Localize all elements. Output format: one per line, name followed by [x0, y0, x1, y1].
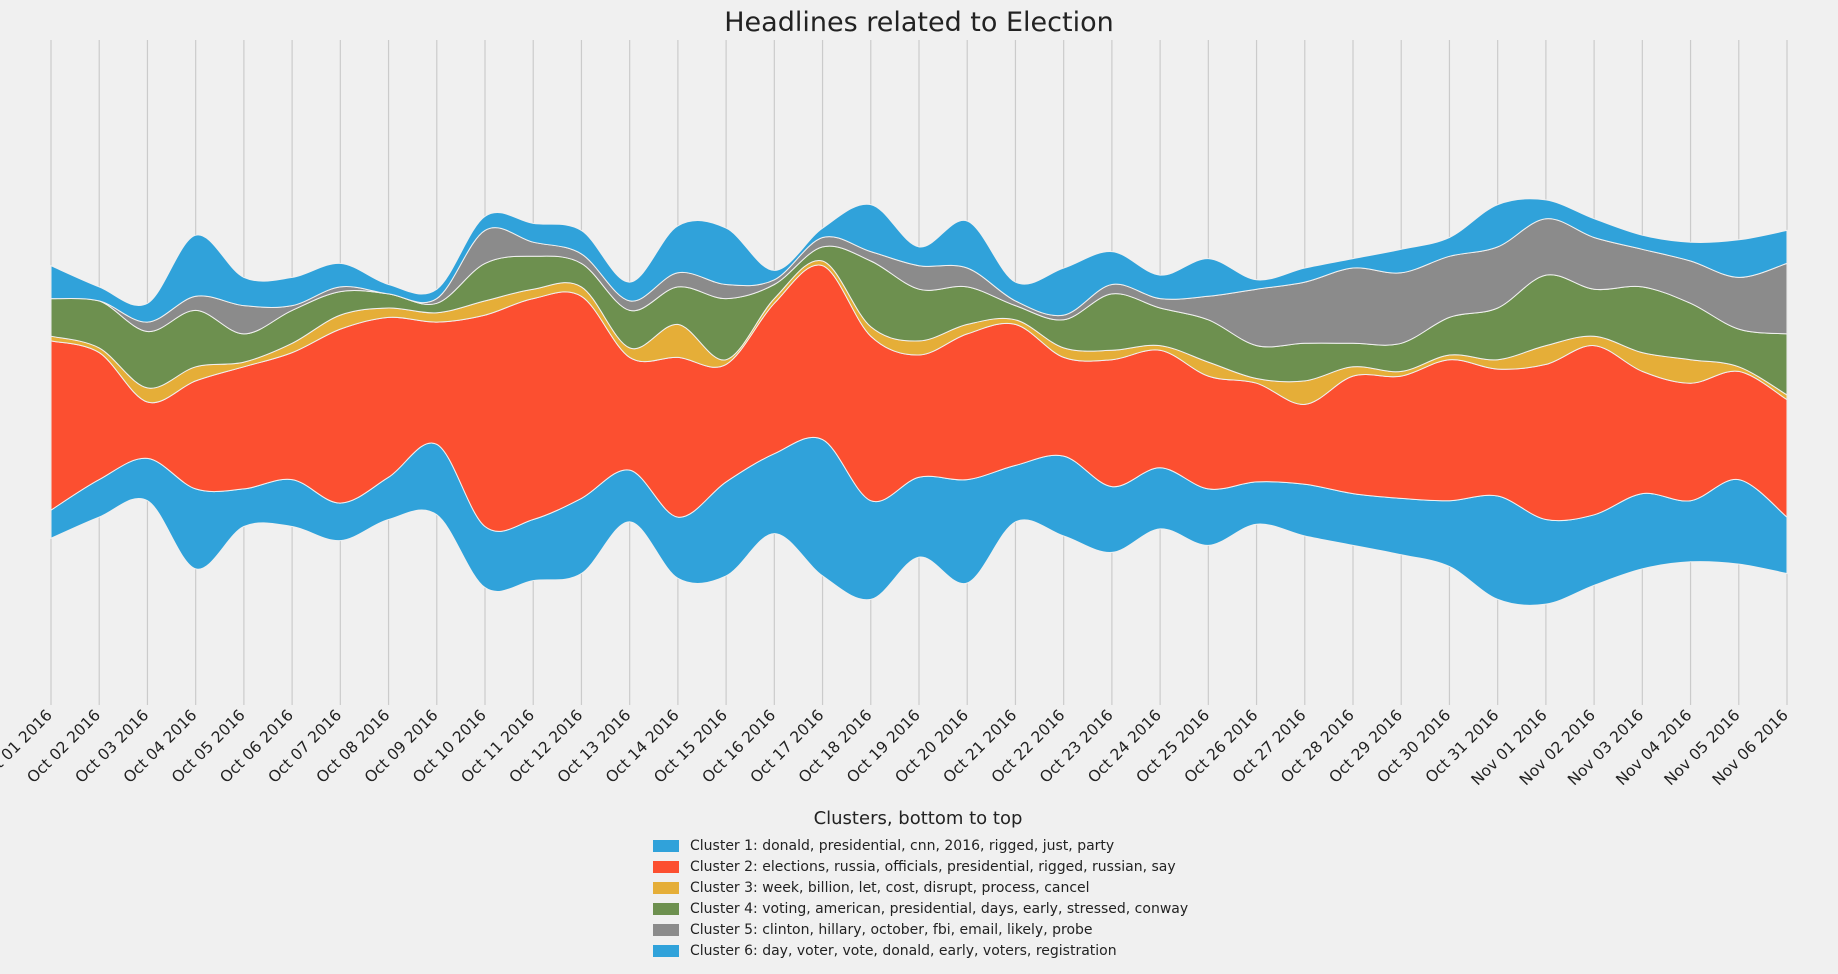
legend-item-cluster-2: Cluster 2: elections, russia, officials,…: [653, 856, 1188, 877]
legend-label: Cluster 5: clinton, hillary, october, fb…: [690, 921, 1093, 938]
legend-label: Cluster 1: donald, presidential, cnn, 20…: [690, 837, 1115, 854]
legend: Clusters, bottom to top Cluster 1: donal…: [653, 808, 1188, 961]
legend-item-cluster-5: Cluster 5: clinton, hillary, october, fb…: [653, 919, 1188, 940]
legend-label: Cluster 2: elections, russia, officials,…: [690, 858, 1176, 875]
legend-item-cluster-6: Cluster 6: day, voter, vote, donald, ear…: [653, 940, 1188, 961]
chart-title: Headlines related to Election: [724, 7, 1113, 38]
stream-layer-cluster-6: [50, 198, 1788, 323]
legend-items: Cluster 1: donald, presidential, cnn, 20…: [653, 835, 1188, 961]
legend-swatch: [653, 839, 679, 852]
legend-swatch: [653, 923, 679, 936]
legend-item-cluster-1: Cluster 1: donald, presidential, cnn, 20…: [653, 835, 1188, 856]
legend-swatch: [653, 902, 679, 915]
legend-swatch: [653, 944, 679, 957]
legend-swatch: [653, 860, 679, 873]
legend-label: Cluster 4: voting, american, presidentia…: [690, 900, 1189, 917]
legend-item-cluster-4: Cluster 4: voting, american, presidentia…: [653, 898, 1188, 919]
legend-label: Cluster 3: week, billion, let, cost, dis…: [690, 879, 1090, 896]
legend-swatch: [653, 881, 679, 894]
legend-item-cluster-3: Cluster 3: week, billion, let, cost, dis…: [653, 877, 1188, 898]
legend-label: Cluster 6: day, voter, vote, donald, ear…: [690, 942, 1117, 959]
legend-title: Clusters, bottom to top: [813, 808, 1023, 829]
stream-layers: [50, 198, 1788, 606]
